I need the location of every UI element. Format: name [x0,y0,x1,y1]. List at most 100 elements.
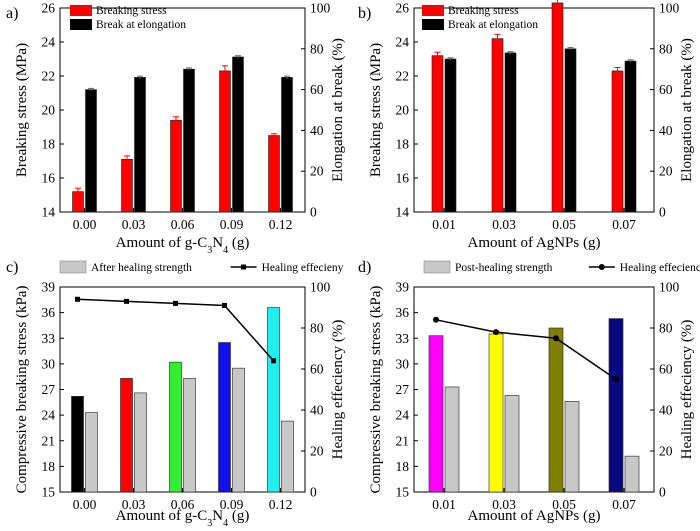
y-axis-title: Breaking stress (MPa) [368,43,384,177]
x-tick-label: 0.03 [492,217,516,232]
y-tick-label: 21 [42,433,56,448]
chart-panel-2: b) 14 16 18 20 22 24 26 0 20 40 60 80 100 0.01 0.03 0.05… [358,0,695,251]
line-point [493,329,499,336]
legend-swatch [423,260,451,274]
line-point [173,300,178,306]
line-point [433,316,439,323]
y2-tick-label: 100 [310,280,331,295]
line-point [75,296,80,302]
y-axis-title: Compressive breaking stress (kPa) [14,286,30,494]
bar [183,68,195,213]
legend-swatch [70,5,92,16]
y-tick-label: 27 [42,382,56,397]
bar [121,159,133,213]
line-point [613,376,619,383]
y-tick-label: 36 [396,305,410,320]
y-tick-label: 14 [396,205,410,220]
bar [608,318,624,493]
legend-swatch [422,5,444,16]
y2-tick-label: 0 [310,205,317,220]
bar [431,55,444,213]
bar [611,70,624,213]
line-point [553,335,559,342]
y2-tick-label: 20 [310,444,324,459]
x-tick-label: 0.07 [612,217,636,232]
y2-tick-label: 100 [659,280,680,295]
panel-letter: a) [6,5,18,22]
x-tick-label: 0.12 [269,497,293,512]
y2-tick-label: 40 [310,123,324,138]
y-tick-label: 18 [396,459,410,474]
bar [232,367,245,493]
x-tick-label: 0.12 [269,217,293,232]
x-tick-label: 0.00 [73,217,97,232]
y2-tick-label: 0 [659,485,666,500]
x-axis-title-part: Amount of g-C [116,235,208,251]
bar [120,378,133,493]
bar [548,327,564,493]
bar [488,333,504,493]
x-tick-label: 0.03 [122,217,146,232]
panel-letter: c) [6,259,18,276]
y-tick-label: 39 [396,280,410,295]
y-tick-label: 20 [396,103,410,118]
y2-axis-title: Healing effeciency (%) [330,320,346,460]
y-tick-label: 22 [42,69,56,84]
x-tick-label: 0.05 [552,497,576,512]
bar [624,60,637,213]
y2-tick-label: 60 [310,82,324,97]
x-axis-title-part: N [212,235,223,251]
y2-axis-title: Healing effeciency (%) [679,320,695,460]
y-tick-label: 36 [42,305,56,320]
y-axis-title: Breaking stress (MPa) [14,43,30,177]
bar [281,77,293,213]
legend-label: Healing effeciency [620,262,700,274]
bar [491,38,504,213]
y-tick-label: 20 [42,103,56,118]
x-axis-title: Amount of g-C3N4 (g) [116,235,250,256]
bar [624,455,640,493]
chart-panel-3: c) 15 18 21 24 27 30 33 36 39 0 20 40 60 80 100 0.00 0.03… [6,259,346,529]
y-tick-label: 33 [396,331,410,346]
bar [71,396,84,493]
x-axis-title-subscript: 3 [207,245,212,256]
bar [564,401,580,493]
bar [551,2,564,213]
bar [281,420,294,493]
y2-tick-label: 40 [659,123,673,138]
x-axis-title-part: (g) [228,235,249,251]
chart-panel-1: a) 14 16 18 20 22 24 26 0 20 40 60 80 100 0.00 0.03 0.06… [6,1,346,256]
bar [85,89,97,213]
y2-tick-label: 20 [659,164,673,179]
legend: Breaking stress Break at elongation [70,5,186,31]
bar [218,342,231,493]
y-tick-label: 27 [396,382,410,397]
y2-tick-label: 0 [310,485,317,500]
y-tick-label: 16 [396,171,410,186]
line-point [271,358,276,364]
legend-label: After healing strength [91,262,192,274]
y2-tick-label: 20 [310,164,324,179]
y-tick-label: 18 [42,137,56,152]
bar [504,395,520,493]
bar [219,70,231,213]
bar [183,378,196,493]
x-tick-label: 0.06 [171,497,195,512]
line-point [124,298,129,304]
legend: Post-healing strength Healing effeciency [423,260,700,274]
x-axis-title-part: (g) [228,508,249,524]
legend-label: Breaking stress [96,5,167,17]
legend-label: Break at elongation [96,19,186,31]
legend-marker [241,264,247,270]
x-axis-title: Amount of AgNPs (g) [468,508,601,524]
y-tick-label: 30 [396,356,410,371]
bar [428,335,444,493]
y2-axis-title: Elongation at break (%) [679,38,695,182]
x-axis-title-part: N [212,508,223,524]
legend-label: Healing effecieny [262,262,344,274]
x-tick-label: 0.01 [432,217,456,232]
legend-swatch [422,19,444,30]
bar [444,58,457,213]
y-tick-label: 24 [396,408,410,423]
